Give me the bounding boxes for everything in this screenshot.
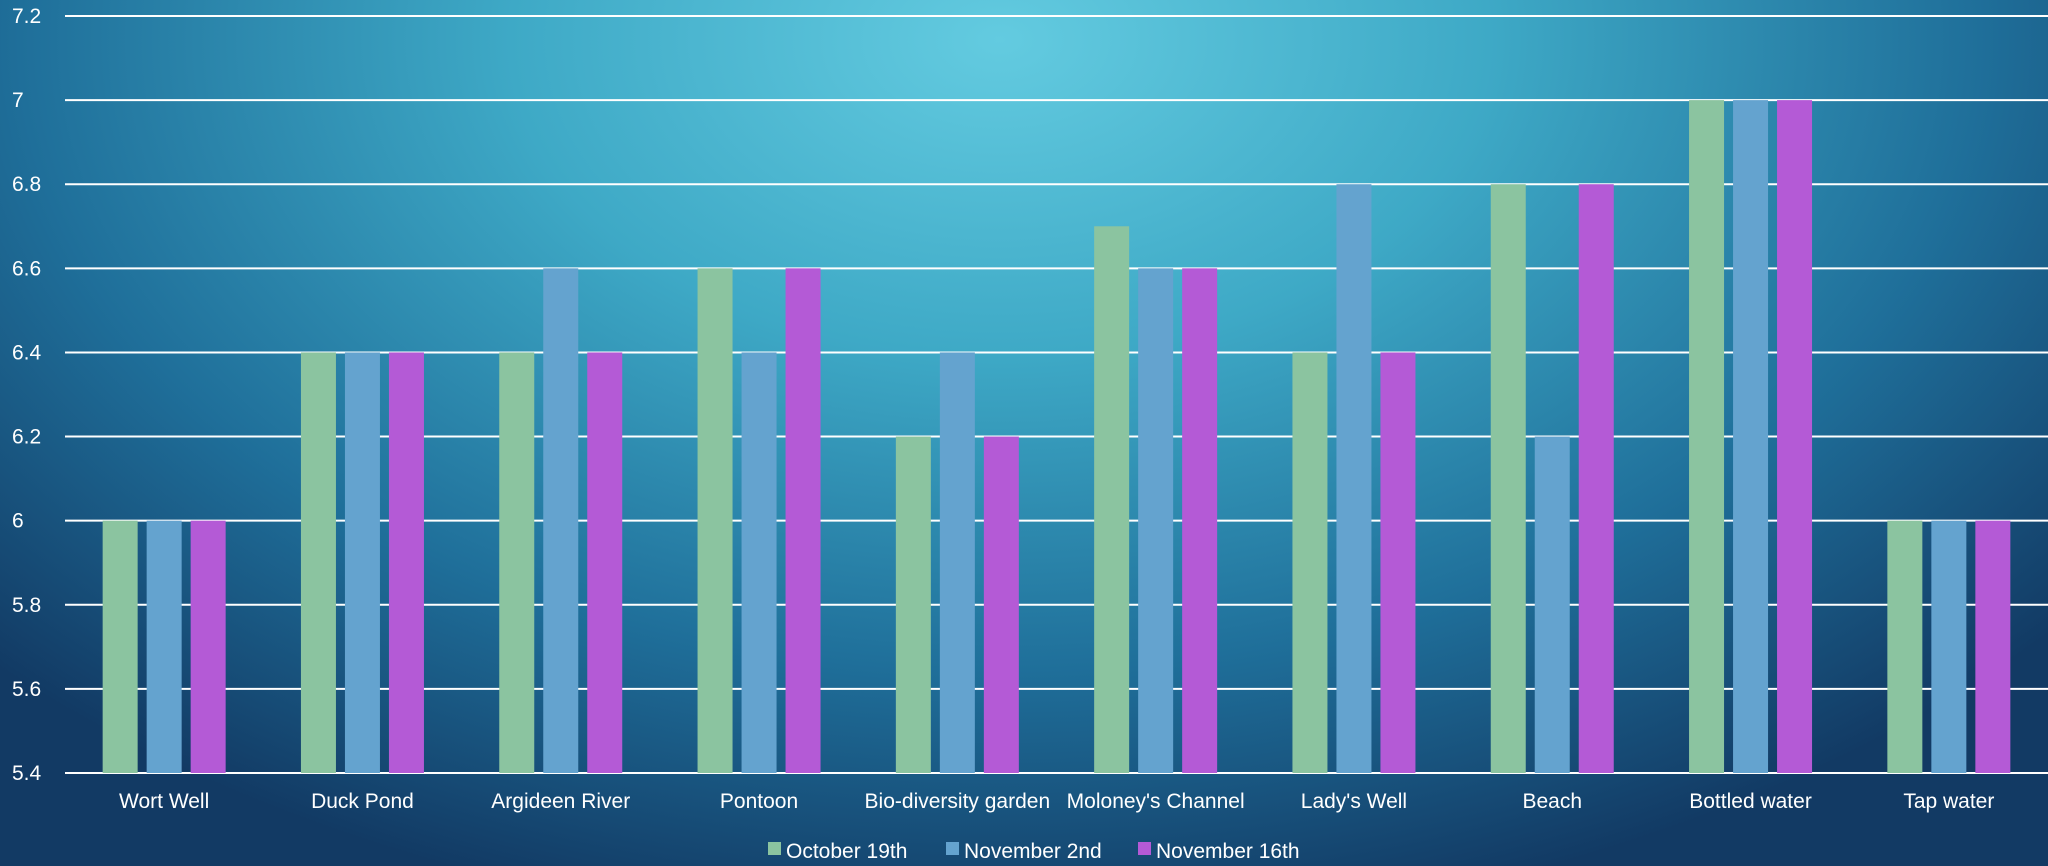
bar — [102, 520, 138, 773]
bar — [697, 268, 733, 773]
bar — [1336, 184, 1372, 773]
x-tick-label: Duck Pond — [311, 790, 414, 813]
x-tick-label: Pontoon — [720, 790, 798, 813]
x-tick-label: Bio-diversity garden — [865, 790, 1051, 813]
x-tick-label: Lady's Well — [1301, 790, 1407, 813]
y-tick-label: 5.6 — [12, 678, 41, 701]
bar — [388, 352, 424, 773]
x-tick-label: Bottled water — [1689, 790, 1812, 813]
y-tick-label: 6.6 — [12, 257, 41, 280]
bar — [1182, 268, 1218, 773]
bar — [1578, 184, 1614, 773]
bar — [1689, 100, 1725, 774]
x-tick-label: Beach — [1522, 790, 1582, 813]
bar — [190, 520, 226, 773]
bar — [1094, 226, 1130, 773]
legend-label: November 2nd — [964, 840, 1102, 863]
legend-label: November 16th — [1156, 840, 1300, 863]
y-tick-label: 6.2 — [12, 426, 41, 449]
bar — [895, 436, 931, 773]
legend-swatch — [768, 842, 781, 855]
legend-swatch — [946, 842, 959, 855]
bar — [1931, 520, 1967, 773]
bar — [1777, 100, 1813, 774]
bars — [102, 100, 2011, 774]
bar — [983, 436, 1019, 773]
x-tick-label: Moloney's Channel — [1067, 790, 1245, 813]
bar — [587, 352, 623, 773]
bar — [1292, 352, 1328, 773]
bar — [1534, 436, 1570, 773]
bar — [939, 352, 975, 773]
y-tick-label: 7 — [12, 89, 24, 112]
legend-swatch — [1138, 842, 1151, 855]
bar — [1975, 520, 2011, 773]
y-tick-label: 6.4 — [12, 341, 42, 364]
x-tick-label: Argideen River — [491, 790, 630, 813]
y-tick-label: 6 — [12, 510, 24, 533]
y-tick-label: 7.2 — [12, 5, 41, 28]
legend: October 19th November 2nd November 16th — [768, 840, 1300, 863]
bar — [785, 268, 821, 773]
bar — [344, 352, 380, 773]
bar — [146, 520, 182, 773]
bar — [543, 268, 579, 773]
y-axis-ticks: 5.4 5.6 5.8 6 6.2 6.4 6.6 6.8 7 7.2 — [12, 5, 42, 785]
y-tick-label: 5.4 — [12, 762, 42, 785]
bar — [499, 352, 535, 773]
legend-label: October 19th — [786, 840, 907, 863]
y-tick-label: 5.8 — [12, 594, 41, 617]
y-tick-label: 6.8 — [12, 173, 41, 196]
x-tick-label: Wort Well — [119, 790, 209, 813]
bar — [1733, 100, 1769, 774]
bar — [1138, 268, 1174, 773]
bar — [741, 352, 777, 773]
bar — [1887, 520, 1923, 773]
x-axis-labels: Wort Well Duck Pond Argideen River Pontoon B… — [119, 790, 1994, 813]
bar — [1490, 184, 1526, 773]
bar — [1380, 352, 1416, 773]
bar — [300, 352, 336, 773]
x-tick-label: Tap water — [1903, 790, 1994, 813]
